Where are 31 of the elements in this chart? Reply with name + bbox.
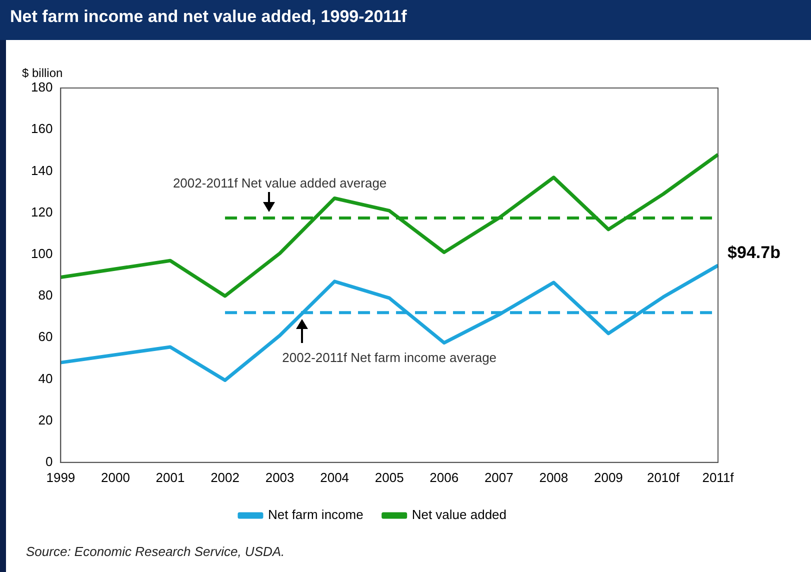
- y-axis-title: $ billion: [22, 66, 63, 80]
- x-tick-label: 2000: [101, 470, 130, 485]
- x-tick-label: 2011f: [702, 470, 734, 485]
- x-tick-label: 2007: [484, 470, 514, 485]
- x-tick-label: 2003: [265, 470, 294, 485]
- annotation: $94.7b: [728, 243, 780, 262]
- x-tick-label: 2001: [156, 470, 185, 485]
- legend-label: Net value added: [412, 507, 507, 522]
- ref-line-label: 2002-2011f Net value added average: [172, 176, 387, 191]
- y-tick-label: 0: [45, 454, 53, 469]
- legend-label: Net farm income: [268, 507, 364, 522]
- x-tick-label: 2002: [210, 470, 240, 485]
- chart-title: Net farm income and net value added, 1999-2011f: [0, 0, 811, 40]
- x-tick-label: 2005: [374, 470, 404, 485]
- x-tick-label: 2010f: [646, 470, 680, 485]
- x-tick-label: 2009: [594, 470, 623, 485]
- x-tick-label: 2008: [539, 470, 568, 485]
- y-tick-label: 160: [30, 121, 53, 136]
- y-tick-label: 100: [30, 246, 53, 261]
- y-tick-label: 40: [38, 370, 53, 386]
- x-tick-label: 2006: [430, 470, 459, 485]
- y-tick-label: 120: [30, 204, 53, 220]
- y-tick-label: 140: [30, 162, 53, 178]
- x-tick-label: 2004: [320, 470, 350, 485]
- y-tick-label: 60: [38, 329, 53, 344]
- y-tick-label: 180: [30, 80, 53, 95]
- ref-line-label: 2002-2011f Net farm income average: [282, 350, 497, 366]
- source-note: Source: Economic Research Service, USDA.: [26, 544, 285, 559]
- y-tick-label: 80: [38, 288, 53, 303]
- x-tick-label: 1999: [46, 470, 76, 485]
- y-tick-label: 20: [38, 412, 53, 428]
